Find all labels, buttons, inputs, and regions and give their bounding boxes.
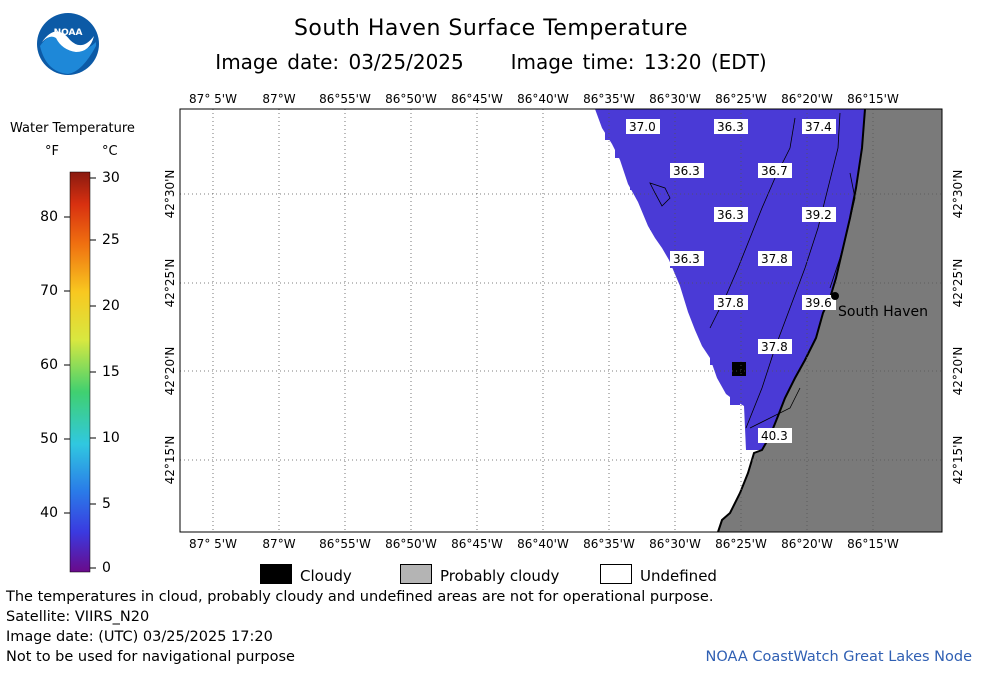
- disclaimer-note: The temperatures in cloud, probably clou…: [6, 589, 714, 605]
- city-marker: [831, 292, 839, 300]
- page-title: South Haven Surface Temperature: [293, 16, 689, 41]
- image-time: Image time: 13:20 (EDT): [510, 50, 767, 74]
- lon-label-top: 86°20'W: [781, 92, 833, 106]
- lon-label-top: 86°45'W: [451, 92, 503, 106]
- lon-label-bottom: 86°40'W: [517, 537, 569, 551]
- lat-label-right: 42°30'N: [951, 170, 965, 219]
- legend-title: Water Temperature: [10, 121, 135, 136]
- tick-f-60: 60: [40, 357, 58, 373]
- lon-label-bottom: 86°20'W: [781, 537, 833, 551]
- lon-label-bottom: 86°50'W: [385, 537, 437, 551]
- cloudy-pixel: [732, 362, 746, 376]
- lat-label-right: 42°15'N: [951, 436, 965, 485]
- image-date: Image date: 03/25/2025: [215, 50, 464, 74]
- tick-f-70: 70: [40, 283, 58, 299]
- undefined-label: Undefined: [640, 567, 717, 585]
- probably-cloudy-label: Probably cloudy: [440, 567, 560, 585]
- lat-label-left: 42°20'N: [163, 347, 177, 396]
- lon-label-bottom: 86°35'W: [583, 537, 635, 551]
- tick-f-40: 40: [40, 505, 58, 521]
- temp-label: 36.3: [673, 252, 700, 266]
- lat-label-left: 42°30'N: [163, 170, 177, 219]
- navigation-note: Not to be used for navigational purpose: [6, 649, 295, 665]
- graticule: [180, 109, 942, 532]
- temp-label: 39.6: [805, 296, 832, 310]
- temp-label: 37.8: [717, 296, 744, 310]
- lon-label-bottom: 86°55'W: [319, 537, 371, 551]
- lat-label-right: 42°25'N: [951, 259, 965, 308]
- lon-label-top: 87° 5'W: [189, 92, 237, 106]
- lon-label-top: 86°15'W: [847, 92, 899, 106]
- tick-c-10: 10: [102, 430, 120, 446]
- lon-label-bottom: 86°30'W: [649, 537, 701, 551]
- probably-cloudy-swatch: [400, 564, 432, 584]
- tick-c-5: 5: [102, 496, 111, 512]
- tick-f-80: 80: [40, 209, 58, 225]
- tick-f-50: 50: [40, 431, 58, 447]
- satellite-note: Satellite: VIIRS_N20: [6, 609, 150, 625]
- lon-label-bottom: 86°45'W: [451, 537, 503, 551]
- lon-label-top: 87°W: [262, 92, 295, 106]
- temp-label: 36.7: [761, 164, 788, 178]
- isotherms: [649, 112, 856, 429]
- temp-label: 36.3: [717, 120, 744, 134]
- lon-label-top: 86°50'W: [385, 92, 437, 106]
- temp-label: 40.3: [761, 429, 788, 443]
- tick-c-20: 20: [102, 298, 120, 314]
- credit-text: NOAA CoastWatch Great Lakes Node: [705, 649, 972, 665]
- lon-label-bottom: 87° 5'W: [189, 537, 237, 551]
- cloudy-swatch: [260, 564, 292, 584]
- utc-date-note: Image date: (UTC) 03/25/2025 17:20: [6, 629, 273, 645]
- temp-label: 37.8: [761, 340, 788, 354]
- lat-label-left: 42°25'N: [163, 259, 177, 308]
- tick-c-30: 30: [102, 170, 120, 186]
- temp-label: 36.3: [717, 208, 744, 222]
- temp-label: 37.8: [761, 252, 788, 266]
- tick-c-0: 0: [102, 560, 111, 576]
- lon-label-bottom: 86°15'W: [847, 537, 899, 551]
- lon-label-top: 86°30'W: [649, 92, 701, 106]
- lon-label-bottom: 86°25'W: [715, 537, 767, 551]
- color-scale-bar: [64, 171, 96, 573]
- lon-label-top: 86°40'W: [517, 92, 569, 106]
- unit-fahrenheit: °F: [45, 144, 59, 159]
- image-datetime: Image date: 03/25/2025 Image time: 13:20…: [0, 50, 982, 74]
- unit-celsius: °C: [102, 144, 118, 159]
- tick-c-15: 15: [102, 364, 120, 380]
- lon-label-bottom: 87°W: [262, 537, 295, 551]
- temp-label: 37.0: [629, 120, 656, 134]
- temp-label: 36.3: [673, 164, 700, 178]
- undefined-swatch: [600, 564, 632, 584]
- temperature-map: 87° 5'W 87°W 86°55'W 86°50'W 86°45'W 86°…: [163, 92, 965, 551]
- cloudy-label: Cloudy: [300, 567, 352, 585]
- lat-label-left: 42°15'N: [163, 436, 177, 485]
- noaa-logo: NOAA: [37, 13, 99, 75]
- water-area: [595, 109, 865, 450]
- temp-label: 39.2: [805, 208, 832, 222]
- logo-text: NOAA: [54, 28, 83, 38]
- tick-c-25: 25: [102, 232, 120, 248]
- lon-label-top: 86°55'W: [319, 92, 371, 106]
- lon-label-top: 86°35'W: [583, 92, 635, 106]
- lon-label-top: 86°25'W: [715, 92, 767, 106]
- lat-label-right: 42°20'N: [951, 347, 965, 396]
- city-label: South Haven: [838, 304, 928, 320]
- temp-label: 37.4: [805, 120, 832, 134]
